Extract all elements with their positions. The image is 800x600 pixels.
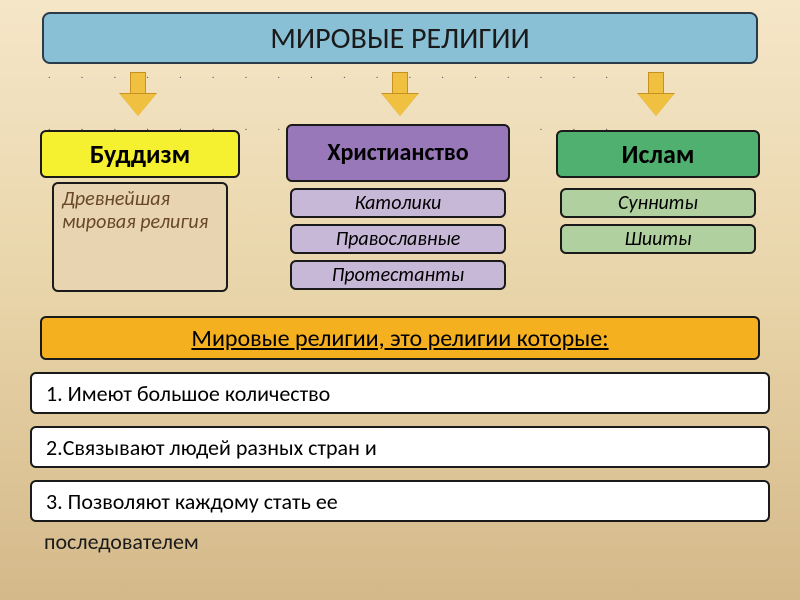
definition-item-3: 3. Позволяют каждому стать ее [30,480,770,522]
sub-label: Протестанты [332,263,464,287]
arrow-body [648,72,664,94]
definition-title: Мировые религии, это религии которые: [191,324,608,353]
desc-buddhism-text: Древнейшая мировая религия [62,187,208,234]
label-buddhism: Буддизм [90,138,190,170]
definition-item-text: 2.Связывают людей разных стран и [46,434,377,461]
sub-shia: Шииты [560,224,756,254]
sub-protestant: Протестанты [290,260,506,290]
definition-item-2: 2.Связывают людей разных стран и [30,426,770,468]
sub-orthodox: Православные [290,224,506,254]
definition-overflow: последователем [44,528,199,555]
arrow-body [130,72,146,94]
sub-label: Православные [336,227,461,251]
sub-label: Сунниты [618,191,698,215]
sub-label: Шииты [624,227,691,251]
title-text: МИРОВЫЕ РЕЛИГИИ [270,20,530,57]
label-islam: Ислам [622,138,695,170]
arrow-down-icon [638,94,674,116]
desc-buddhism: Древнейшая мировая религия [52,182,228,292]
label-christianity: Христианство [327,141,468,165]
box-buddhism: Буддизм [40,130,240,178]
sub-label: Католики [355,191,442,215]
title-box: МИРОВЫЕ РЕЛИГИИ [42,12,758,64]
definition-item-text: 3. Позволяют каждому стать ее [46,488,338,515]
definition-title-box: Мировые религии, это религии которые: [40,316,760,360]
definition-item-text: 1. Имеют большое количество [46,380,330,407]
arrow-body [392,72,408,94]
sub-catholics: Католики [290,188,506,218]
definition-item-1: 1. Имеют большое количество [30,372,770,414]
box-islam: Ислам [556,130,760,178]
arrow-down-icon [382,94,418,116]
box-christianity: Христианство [286,124,510,182]
arrow-down-icon [120,94,156,116]
sub-sunni: Сунниты [560,188,756,218]
